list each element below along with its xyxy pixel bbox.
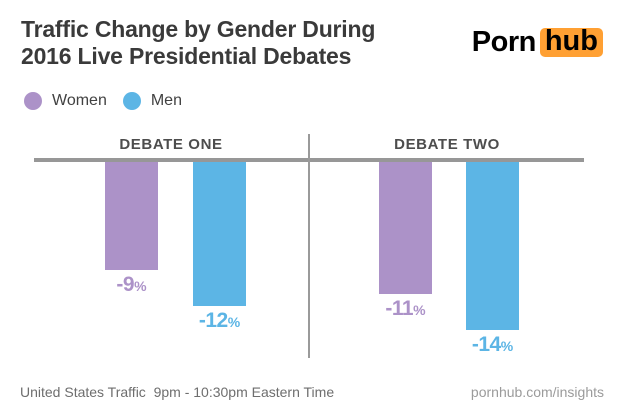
category-header-debate-one: DEBATE ONE: [119, 136, 223, 153]
legend-label-men: Men: [150, 92, 182, 109]
chart-legend: Women Men: [24, 92, 182, 110]
bar-debate1-men: -12%: [193, 162, 246, 332]
bar-value-label: -9%: [116, 273, 147, 296]
bar-value-label: -14%: [471, 333, 514, 356]
bar-value-label: -11%: [385, 297, 426, 320]
legend-item-women: Women: [24, 92, 107, 110]
pornhub-logo: Porn hub: [472, 26, 603, 59]
page-title: Traffic Change by Gender During 2016 Liv…: [21, 16, 375, 70]
legend-item-men: Men: [122, 92, 182, 110]
category-divider-line: [308, 134, 310, 358]
bar-value-label: -12%: [198, 309, 241, 332]
legend-label-women: Women: [52, 92, 107, 109]
footer-site-link: pornhub.com/insights: [470, 384, 604, 400]
men-color-dot-icon: [122, 92, 141, 110]
logo-text-porn: Porn: [471, 26, 537, 58]
footer-source-note: United States Traffic 9pm - 10:30pm East…: [20, 384, 335, 400]
bar-debate2-women: -11%: [379, 162, 432, 320]
women-color-dot-icon: [24, 92, 42, 110]
title-line-2: 2016 Live Presidential Debates: [21, 43, 352, 69]
title-line-1: Traffic Change by Gender During: [21, 16, 376, 42]
category-header-debate-two: DEBATE TWO: [394, 136, 500, 153]
bar-debate2-men: -14%: [466, 162, 519, 356]
bar-debate1-women: -9%: [105, 162, 158, 296]
logo-text-hub: hub: [539, 27, 603, 57]
